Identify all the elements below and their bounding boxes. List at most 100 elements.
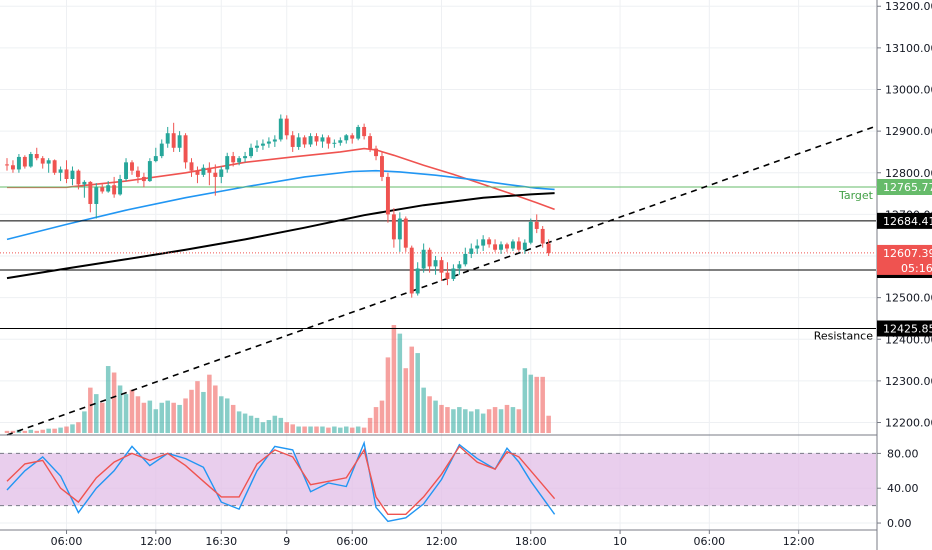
candle[interactable] <box>249 147 253 157</box>
candle[interactable] <box>255 145 259 148</box>
candle[interactable] <box>22 156 27 167</box>
candle[interactable] <box>171 133 176 148</box>
candle[interactable] <box>427 249 432 267</box>
volume-bar <box>391 325 397 433</box>
candle[interactable] <box>34 154 39 159</box>
volume-bar <box>421 387 426 433</box>
candle[interactable] <box>362 126 367 137</box>
candle[interactable] <box>124 162 129 179</box>
candle[interactable] <box>332 142 337 144</box>
candle[interactable] <box>445 272 450 279</box>
candle[interactable] <box>415 268 420 294</box>
candle[interactable] <box>153 156 158 162</box>
candle[interactable] <box>475 245 480 249</box>
candle[interactable] <box>534 221 539 229</box>
candle[interactable] <box>5 164 9 166</box>
candle[interactable] <box>58 169 63 173</box>
candle[interactable] <box>421 249 426 269</box>
candle[interactable] <box>195 170 200 175</box>
candle[interactable] <box>350 135 355 139</box>
candle[interactable] <box>481 239 486 246</box>
candle[interactable] <box>528 221 533 243</box>
candle[interactable] <box>433 260 438 267</box>
candle[interactable] <box>546 243 551 254</box>
candle[interactable] <box>290 135 295 147</box>
candle[interactable] <box>284 118 289 136</box>
candle[interactable] <box>344 135 349 141</box>
candle[interactable] <box>457 264 462 269</box>
price-panel[interactable]: Target Resistance <box>0 114 877 436</box>
candle[interactable] <box>308 136 313 145</box>
candle[interactable] <box>213 172 218 177</box>
grid <box>0 0 876 530</box>
candle[interactable] <box>499 244 503 250</box>
stochastic-panel[interactable] <box>0 440 876 523</box>
candle[interactable] <box>165 133 170 144</box>
candle[interactable] <box>112 185 117 195</box>
candle[interactable] <box>16 156 21 170</box>
candle[interactable] <box>82 181 87 185</box>
candle[interactable] <box>397 218 402 240</box>
candle[interactable] <box>356 126 361 139</box>
volume-bar <box>195 381 200 433</box>
candle[interactable] <box>409 247 414 294</box>
candle[interactable] <box>40 158 45 164</box>
candle[interactable] <box>189 162 194 171</box>
candle[interactable] <box>463 253 468 265</box>
candle[interactable] <box>46 160 51 164</box>
candle[interactable] <box>374 148 378 157</box>
candle[interactable] <box>10 165 15 170</box>
candle[interactable] <box>183 135 188 163</box>
candle[interactable] <box>487 239 492 245</box>
candle[interactable] <box>118 178 123 195</box>
candle[interactable] <box>266 141 271 144</box>
candle[interactable] <box>278 118 283 140</box>
candle[interactable] <box>70 170 75 179</box>
candle[interactable] <box>76 170 81 185</box>
candle[interactable] <box>522 242 527 250</box>
candle[interactable] <box>368 136 373 149</box>
candle[interactable] <box>225 156 230 170</box>
candle[interactable] <box>439 260 444 273</box>
candle[interactable] <box>540 228 545 244</box>
candle[interactable] <box>505 244 509 249</box>
candle[interactable] <box>207 167 212 173</box>
candle[interactable] <box>510 241 515 249</box>
candle[interactable] <box>403 218 408 248</box>
candle[interactable] <box>243 156 248 159</box>
candle[interactable] <box>201 167 206 175</box>
candle[interactable] <box>231 156 236 163</box>
candle[interactable] <box>338 140 343 143</box>
candle[interactable] <box>302 137 307 145</box>
candle[interactable] <box>88 181 93 204</box>
candle[interactable] <box>100 187 105 192</box>
candle[interactable] <box>469 248 474 254</box>
candle[interactable] <box>159 143 164 157</box>
candle[interactable] <box>391 214 396 240</box>
candle[interactable] <box>314 136 319 142</box>
candle[interactable] <box>177 135 182 148</box>
candle[interactable] <box>493 244 498 250</box>
volume-bar <box>463 409 468 433</box>
candle[interactable] <box>320 137 325 142</box>
candle[interactable] <box>94 187 99 204</box>
candle[interactable] <box>516 241 521 250</box>
candle[interactable] <box>380 156 384 177</box>
candle[interactable] <box>237 158 242 163</box>
candle[interactable] <box>260 143 265 146</box>
candle[interactable] <box>52 160 57 173</box>
candle[interactable] <box>296 137 301 147</box>
candle[interactable] <box>219 169 224 177</box>
candle[interactable] <box>385 176 390 215</box>
candle[interactable] <box>326 137 331 144</box>
candle[interactable] <box>106 185 111 192</box>
candle[interactable] <box>28 154 33 167</box>
candle[interactable] <box>130 162 134 171</box>
candle[interactable] <box>135 170 140 177</box>
candle[interactable] <box>64 169 69 179</box>
candle[interactable] <box>141 176 146 182</box>
candle[interactable] <box>272 139 277 142</box>
candle[interactable] <box>451 268 456 279</box>
candle[interactable] <box>147 161 152 182</box>
